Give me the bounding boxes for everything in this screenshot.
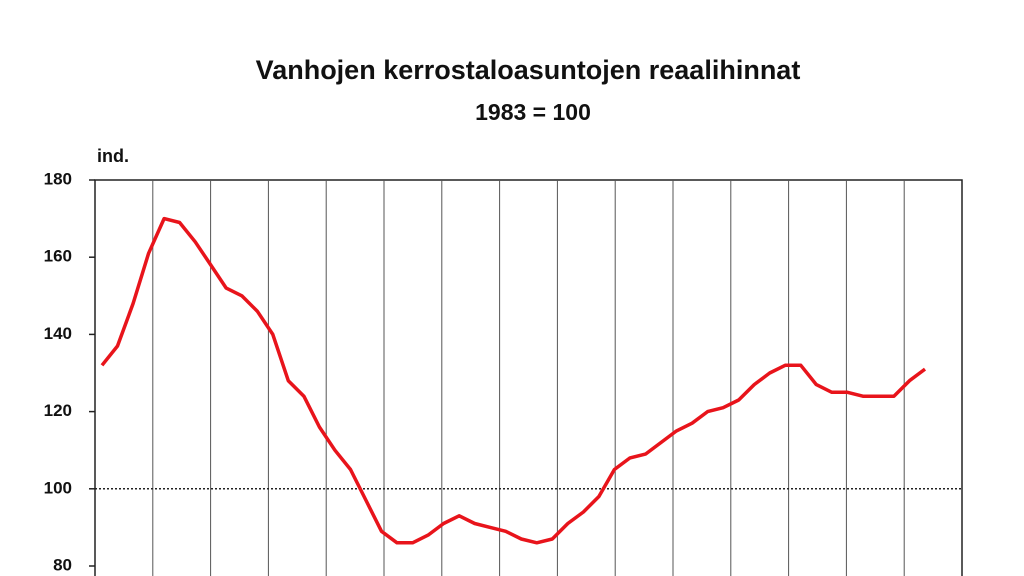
- y-tick-label: 160: [44, 247, 72, 266]
- y-tick-label: 140: [44, 324, 72, 343]
- plot-frame: [94, 179, 963, 576]
- y-tick-label: 180: [44, 169, 72, 188]
- y-tick-label: 80: [53, 555, 72, 574]
- chart-subtitle: 1983 = 100: [475, 99, 591, 125]
- chart-title: Vanhojen kerrostaloasuntojen reaalihinna…: [256, 55, 801, 85]
- y-tick-label: 100: [44, 478, 72, 497]
- y-tick-label: 120: [44, 401, 72, 420]
- data-line: [100, 216, 927, 545]
- y-axis-label: ind.: [97, 146, 129, 166]
